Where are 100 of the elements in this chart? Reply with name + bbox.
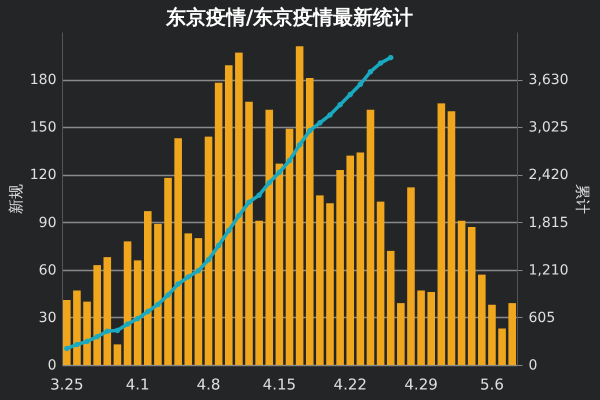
point <box>327 112 333 118</box>
bar <box>174 138 182 365</box>
bar <box>154 224 162 365</box>
bar <box>316 195 324 365</box>
point <box>196 268 202 274</box>
bar <box>417 290 425 365</box>
bar <box>346 156 354 365</box>
point <box>256 192 262 198</box>
chart-title: 东京疫情/东京疫情最新统计 <box>164 5 414 29</box>
point <box>378 60 384 66</box>
bar <box>508 303 516 365</box>
bar <box>397 303 405 365</box>
point <box>286 158 292 164</box>
bar <box>255 220 263 365</box>
point <box>165 292 171 298</box>
y-tick-label: 180 <box>30 72 56 88</box>
bar <box>306 78 314 365</box>
y2-tick-label: 0 <box>528 358 538 374</box>
point <box>94 334 100 340</box>
bar <box>144 211 152 365</box>
point <box>368 68 374 74</box>
point <box>358 82 364 88</box>
y2-tick-label: 1,815 <box>528 214 569 231</box>
point <box>388 54 394 60</box>
x-tick-label: 4.15 <box>262 376 296 394</box>
x-tick-label: 4.1 <box>126 376 150 394</box>
point <box>74 342 80 348</box>
y-tick-label: 120 <box>30 167 56 184</box>
point <box>276 170 282 176</box>
point <box>175 281 181 287</box>
y-tick-label: 30 <box>38 310 56 326</box>
bar <box>265 110 274 365</box>
bar <box>326 203 334 365</box>
point <box>206 256 212 262</box>
bar <box>245 102 253 365</box>
point <box>134 316 140 322</box>
bar <box>214 82 222 365</box>
bar <box>235 52 243 365</box>
point <box>186 274 192 280</box>
point <box>114 328 120 334</box>
bar <box>478 274 486 365</box>
bar <box>488 304 496 365</box>
bar <box>134 260 142 365</box>
point <box>124 321 130 327</box>
point <box>64 346 70 352</box>
bar <box>296 46 304 365</box>
bar <box>204 136 212 365</box>
bar <box>498 328 506 365</box>
bar <box>468 227 476 365</box>
point <box>246 200 252 205</box>
y-tick-label: 0 <box>48 358 56 374</box>
y2-tick-label: 2,420 <box>528 167 569 184</box>
y2-tick-label: 3,630 <box>528 72 569 88</box>
bar <box>427 292 436 365</box>
bar <box>336 170 344 365</box>
x-tick-label: 4.8 <box>196 376 220 394</box>
y-axis-title: 新规 <box>6 184 25 214</box>
point <box>226 228 232 234</box>
point <box>145 308 151 314</box>
bar <box>224 65 233 365</box>
y-tick-label: 150 <box>30 120 56 136</box>
point <box>104 328 110 334</box>
bar <box>438 103 446 365</box>
point <box>307 128 312 134</box>
bar <box>356 152 364 365</box>
bar <box>458 220 466 365</box>
bar <box>63 300 71 365</box>
point <box>317 120 323 126</box>
bar <box>386 250 395 365</box>
bar <box>276 164 284 365</box>
bar <box>164 178 172 365</box>
bar <box>194 238 202 365</box>
x-tick-label: 3.25 <box>50 376 84 394</box>
point <box>266 180 272 186</box>
x-tick-label: 4.29 <box>404 376 438 394</box>
point <box>155 302 161 308</box>
y2-tick-label: 3,025 <box>528 120 569 136</box>
y2-axis-title: 累计 <box>574 184 592 214</box>
point <box>296 142 302 148</box>
y-tick-label: 90 <box>38 214 56 231</box>
bar <box>104 257 112 365</box>
point <box>216 242 222 248</box>
y-tick-label: 60 <box>38 262 56 278</box>
y2-tick-label: 1,210 <box>528 262 569 278</box>
bar <box>73 290 81 365</box>
point <box>337 102 343 108</box>
bar <box>448 111 456 365</box>
bar <box>376 202 384 365</box>
bar <box>184 233 192 365</box>
y2-tick-label: 605 <box>528 310 556 326</box>
bar <box>366 110 374 365</box>
point <box>347 92 353 98</box>
bar <box>286 128 294 365</box>
bar <box>407 187 415 365</box>
bar <box>93 265 101 365</box>
bar <box>124 241 132 365</box>
bar <box>83 302 91 365</box>
point <box>84 338 90 344</box>
x-tick-label: 4.22 <box>334 376 367 394</box>
point <box>236 212 242 218</box>
